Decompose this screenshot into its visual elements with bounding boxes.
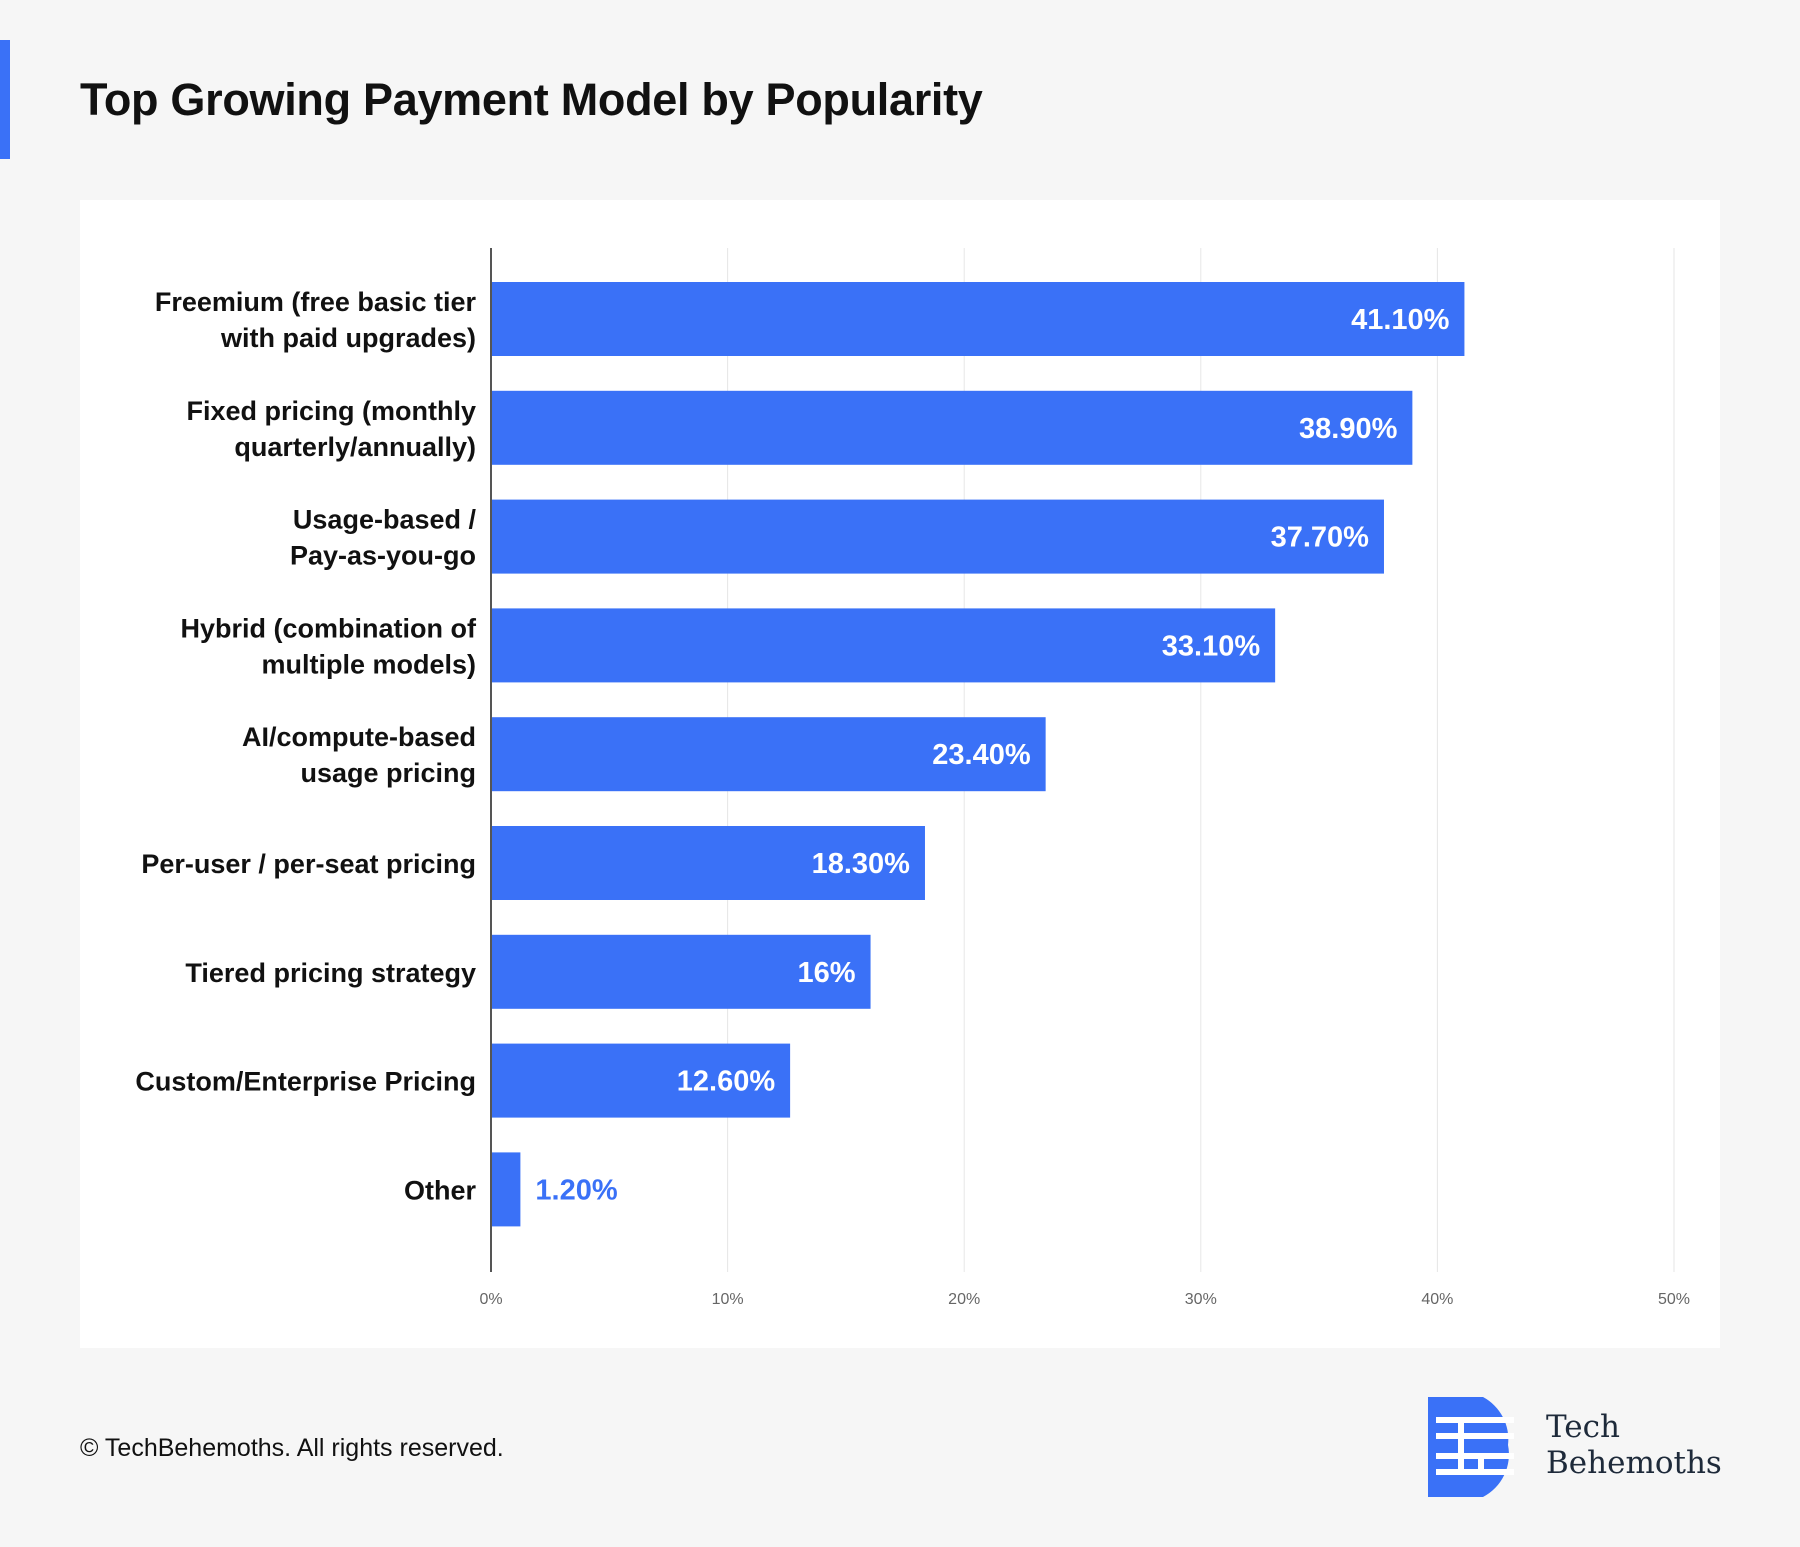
- brand-logo: Tech Behemoths: [1428, 1397, 1728, 1497]
- category-label: AI/compute-based: [242, 722, 476, 752]
- copyright-notice: © TechBehemoths. All rights reserved.: [80, 1434, 504, 1462]
- bar: [492, 934, 871, 1009]
- x-tick-label: 20%: [948, 1291, 980, 1308]
- chart-card: 0% 10% 20% 30% 40% 50% 41.10% Freemium (free ba…: [80, 200, 1720, 1348]
- bar: [492, 717, 1046, 792]
- bar-value-label: 1.20%: [535, 1174, 617, 1206]
- x-tick-label: 0%: [479, 1291, 502, 1308]
- bar: [492, 826, 925, 900]
- category-label: usage pricing: [300, 758, 476, 788]
- brand-name-line-1: Tech: [1546, 1409, 1620, 1445]
- bar: [492, 1152, 521, 1227]
- category-label: Hybrid (combination of: [181, 613, 477, 643]
- x-tick-label: 50%: [1658, 1291, 1690, 1308]
- category-label: with paid upgrades): [220, 323, 476, 353]
- bar-chart: 0% 10% 20% 30% 40% 50% 41.10% Freemium (free ba…: [135, 248, 1690, 1308]
- bar-value-label: 18.30%: [812, 848, 911, 880]
- brand-name: Tech Behemoths: [1546, 1409, 1722, 1481]
- x-tick-label: 40%: [1421, 1291, 1453, 1308]
- category-label: Tiered pricing strategy: [185, 958, 476, 988]
- bar-value-label: 37.70%: [1271, 522, 1370, 554]
- x-tick-label: 30%: [1185, 1291, 1217, 1308]
- bar-value-label: 38.90%: [1299, 413, 1398, 445]
- page-title: Top Growing Payment Model by Popularity: [80, 74, 983, 125]
- bar-value-label: 33.10%: [1162, 630, 1261, 662]
- brand-name-line-2: Behemoths: [1546, 1445, 1722, 1481]
- category-label: Usage-based /: [293, 505, 477, 535]
- category-label: Per-user / per-seat pricing: [141, 849, 476, 879]
- bar-value-label: 12.60%: [677, 1066, 776, 1098]
- bar-value-label: 23.40%: [932, 739, 1031, 771]
- category-label: Freemium (free basic tier: [155, 287, 477, 317]
- category-label: Other: [404, 1175, 477, 1205]
- category-label: multiple models): [261, 649, 476, 679]
- bar-value-label: 41.10%: [1351, 304, 1450, 336]
- brand-mark-icon: [1428, 1397, 1514, 1497]
- category-label: Fixed pricing (monthly: [186, 396, 476, 426]
- bar: [492, 390, 1413, 465]
- category-label: Custom/Enterprise Pricing: [135, 1067, 476, 1097]
- category-label: quarterly/annually): [234, 432, 476, 462]
- title-accent-bar: [0, 40, 10, 159]
- bar: [492, 282, 1465, 356]
- bar: [492, 499, 1384, 574]
- x-tick-label: 10%: [712, 1291, 744, 1308]
- bar: [492, 1043, 791, 1118]
- bar-value-label: 16%: [798, 957, 856, 989]
- bar: [492, 608, 1276, 683]
- category-label: Pay-as-you-go: [290, 541, 476, 571]
